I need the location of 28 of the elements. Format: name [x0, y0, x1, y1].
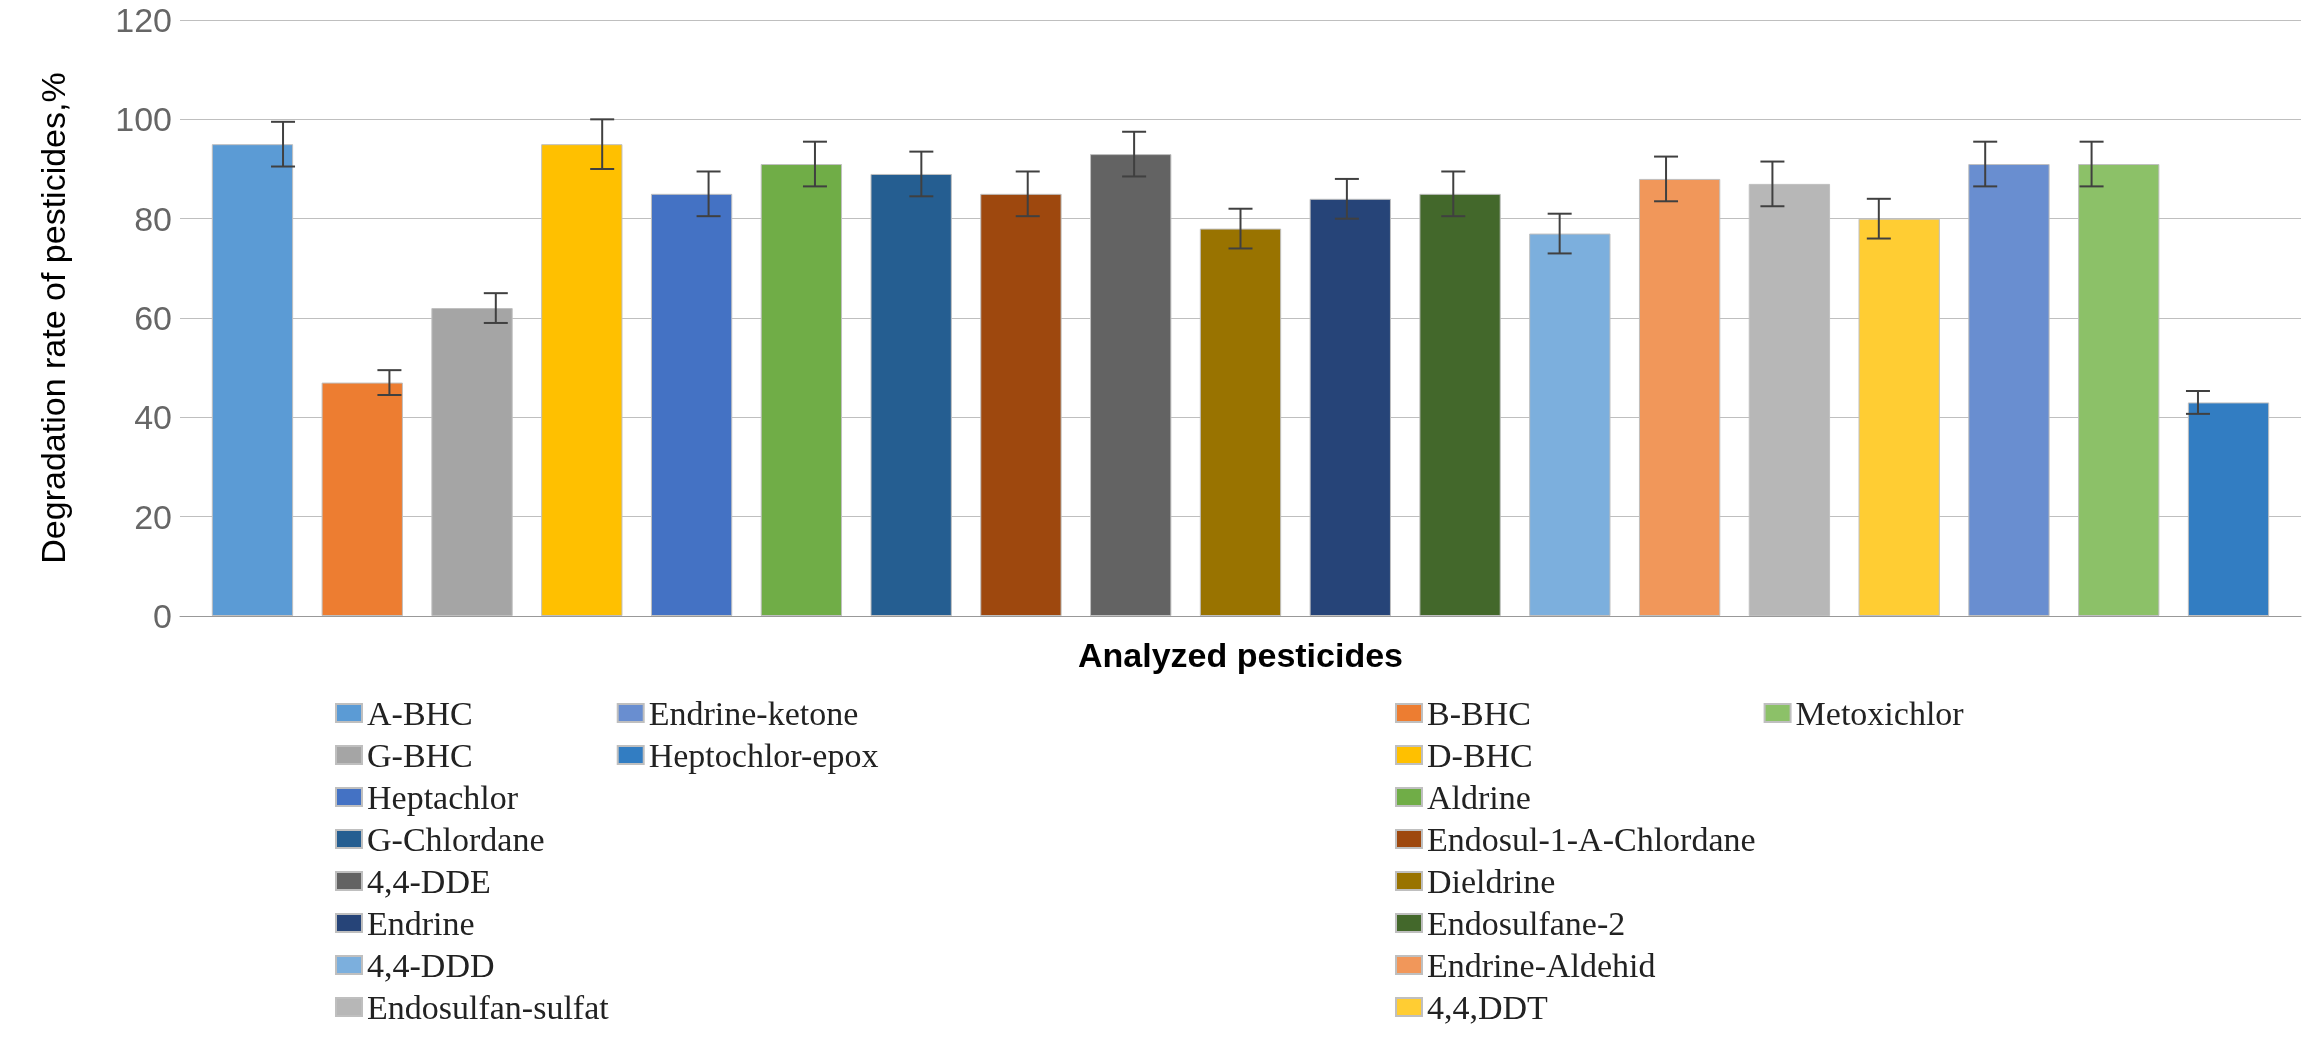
legend-label: Dieldrine: [1427, 862, 1556, 900]
legend-label: Endosulfane-2: [1427, 904, 1626, 942]
legend-label: Aldrine: [1427, 778, 1531, 816]
legend-label: Heptochlor-epox: [648, 736, 879, 774]
legend-label: 4,4-DDD: [367, 946, 495, 984]
legend-label: A-BHC: [367, 694, 473, 732]
y-tick-label: 60: [134, 299, 172, 337]
legend-label: 4,4-DDE: [367, 862, 491, 900]
legend-label: 4,4,DDT: [1427, 988, 1549, 1026]
x-axis-title: Analyzed pesticides: [1077, 636, 1404, 674]
legend-label: Endrine: [367, 904, 475, 942]
y-tick-label: 80: [134, 199, 172, 238]
legend-label: Heptachlor: [367, 778, 519, 816]
y-tick-label: 120: [115, 1, 172, 39]
legend-label: Metoxichlor: [1795, 694, 1965, 732]
y-tick-label: 20: [134, 497, 172, 536]
y-tick-label: 100: [115, 100, 172, 139]
legend-label: Endrine-ketone: [648, 694, 859, 732]
y-tick-label: 40: [134, 398, 172, 437]
y-axis-title: Degradation rate of pesticides,%: [34, 72, 72, 564]
legend-label: G-Chlordane: [367, 820, 545, 858]
legend-label: B-BHC: [1427, 694, 1531, 732]
legend-label: Endosulfan-sulfat: [367, 988, 610, 1026]
legend-label: Endosul-1-A-Chlordane: [1427, 820, 1756, 858]
y-tick-label: 0: [153, 597, 172, 635]
legend-label: G-BHC: [367, 736, 473, 774]
legend-label: D-BHC: [1427, 736, 1533, 774]
legend-label: Endrine-Aldehid: [1427, 946, 1656, 984]
